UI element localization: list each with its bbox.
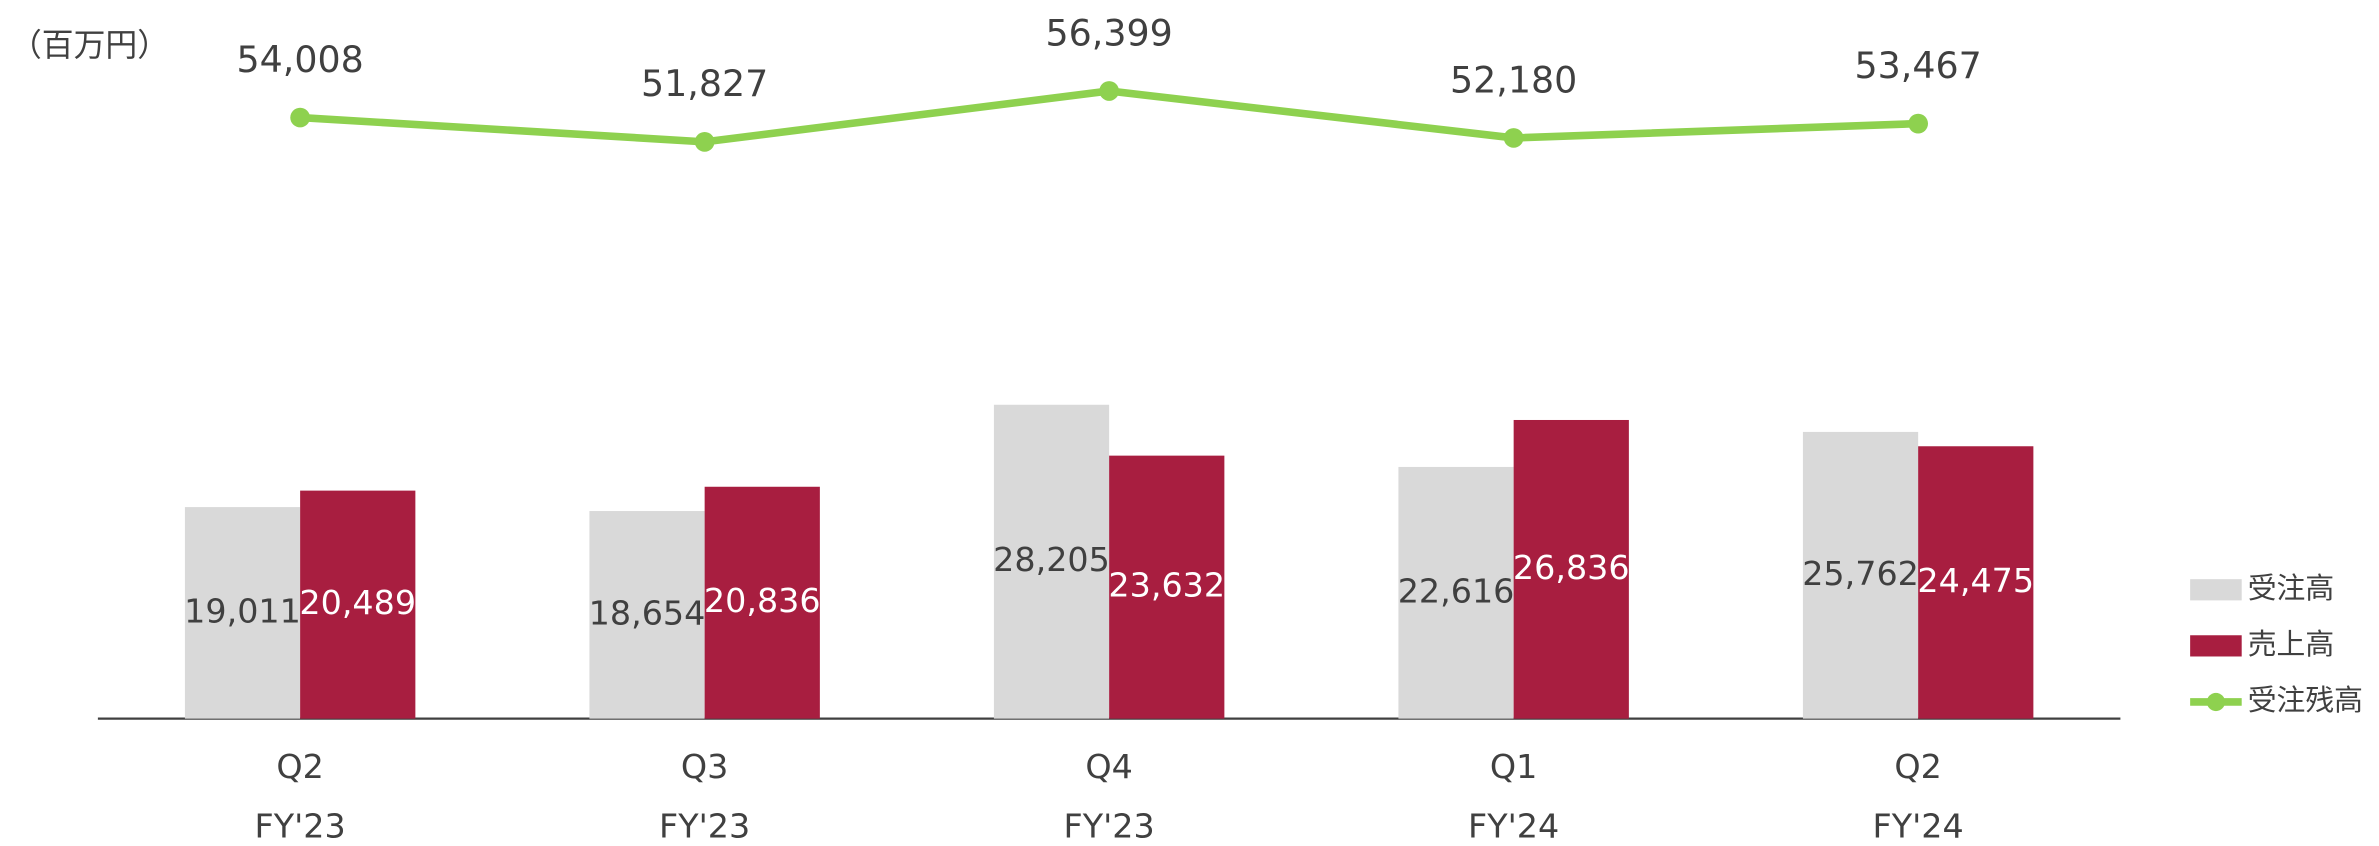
x-tick-label: Q1 [1490,747,1537,786]
legend-label: 売上高 [2248,627,2334,661]
bar [1398,466,1514,719]
line-value-label: 52,180 [1450,58,1577,101]
unit-label: （百万円） [10,26,169,64]
legend-label: 受注高 [2248,571,2334,605]
bar-value-label: 20,836 [704,581,821,620]
bar-value-label: 25,762 [1802,554,1919,593]
line-value-label: 51,827 [641,62,768,105]
line-point [694,131,715,152]
bar [1918,446,2034,719]
bar [1109,455,1225,719]
line-value-label: 54,008 [236,38,363,81]
legend-label: 受注残高 [2248,683,2363,717]
x-group-label: FY'23 [1064,806,1155,845]
bar-value-label: 18,654 [589,593,706,632]
line-point [1099,81,1119,101]
x-tick-label: Q4 [1085,747,1132,786]
x-group-label: FY'24 [1873,806,1964,845]
bar-value-label: 19,011 [184,591,301,630]
bar [589,511,705,719]
legend-swatch [2190,635,2242,657]
legend-swatch-dot [2206,692,2226,712]
bar-value-label: 23,632 [1108,566,1225,605]
bar-value-label: 28,205 [993,540,1110,579]
line-point [1503,128,1524,148]
bar-value-label: 22,616 [1398,571,1515,610]
bar-value-label: 20,489 [299,583,416,622]
line-value-label: 53,467 [1855,44,1982,87]
line-point [290,107,310,128]
x-group-label: FY'24 [1468,806,1559,845]
bar-value-label: 26,836 [1513,548,1630,587]
x-tick-label: Q2 [1894,747,1941,786]
bar [1513,419,1629,719]
bar [184,507,301,719]
line-value-label: 56,399 [1046,11,1173,54]
x-group-label: FY'23 [255,806,346,845]
bar [993,404,1110,719]
line-point [1908,113,1929,134]
bar [704,486,820,719]
bar [300,490,416,719]
bar-value-label: 24,475 [1917,561,2034,600]
legend-swatch [2190,579,2242,601]
x-tick-label: Q3 [681,747,728,786]
bar [1802,431,1919,719]
x-tick-label: Q2 [276,747,323,786]
x-group-label: FY'23 [659,806,750,845]
